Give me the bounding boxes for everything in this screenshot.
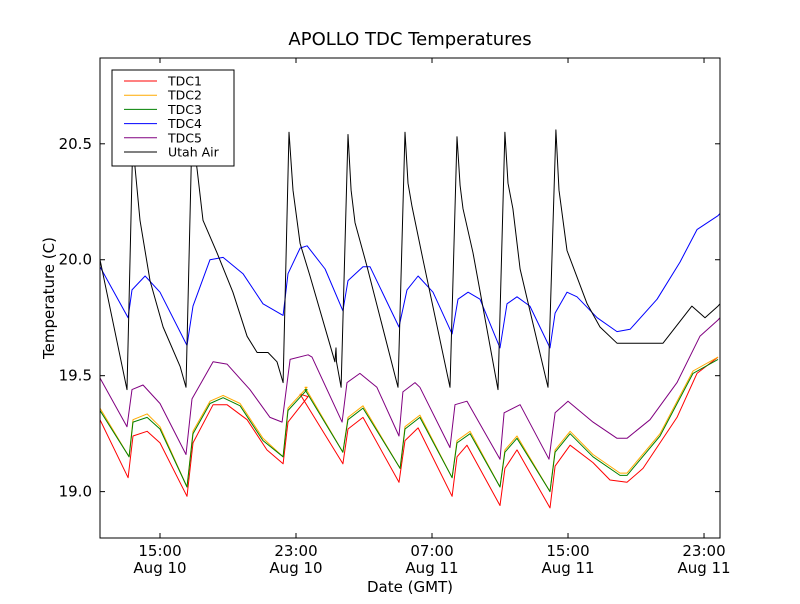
x-axis-label: Date (GMT) — [367, 578, 453, 596]
legend-entry: TDC3 — [124, 102, 202, 117]
series-layer — [100, 129, 720, 509]
legend-label: TDC2 — [167, 88, 202, 103]
x-tick-label-time: 15:00 — [138, 542, 181, 560]
series-line-tdc4 — [100, 213, 720, 349]
series-line-tdc1 — [100, 356, 719, 509]
x-tick-label-date: Aug 10 — [269, 559, 322, 577]
legend-label: Utah Air — [168, 145, 220, 160]
legend-label: TDC3 — [167, 102, 202, 117]
x-tick-label-time: 23:00 — [274, 542, 317, 560]
legend-entry: TDC5 — [124, 130, 202, 145]
y-tick-label: 20.0 — [59, 251, 92, 269]
legend-entry: TDC4 — [124, 116, 202, 131]
y-tick-label: 19.5 — [59, 367, 92, 385]
legend-entry: TDC2 — [124, 88, 202, 103]
x-tick-label-date: Aug 10 — [133, 559, 186, 577]
x-tick-label-time: 15:00 — [546, 542, 589, 560]
series-line-tdc5 — [100, 317, 720, 460]
legend-entry: Utah Air — [124, 145, 220, 160]
y-tick-label: 19.0 — [59, 483, 92, 501]
chart-title: APOLLO TDC Temperatures — [288, 29, 531, 50]
x-tick-label-date: Aug 11 — [541, 559, 594, 577]
x-tick-label-time: 23:00 — [682, 542, 725, 560]
y-axis-label: Temperature (C) — [40, 237, 58, 360]
legend-entry: TDC1 — [124, 74, 202, 89]
legend-box — [111, 69, 235, 167]
legend-label: TDC1 — [167, 74, 202, 89]
x-tick-label-time: 07:00 — [410, 542, 453, 560]
plot-frame — [99, 57, 721, 539]
series-line-tdc3 — [100, 358, 719, 493]
x-tick-label-date: Aug 11 — [405, 559, 458, 577]
x-tick-label-date: Aug 11 — [677, 559, 730, 577]
legend-label: TDC5 — [167, 130, 202, 145]
y-tick-label: 20.5 — [59, 135, 92, 153]
legend-label: TDC4 — [167, 116, 202, 131]
